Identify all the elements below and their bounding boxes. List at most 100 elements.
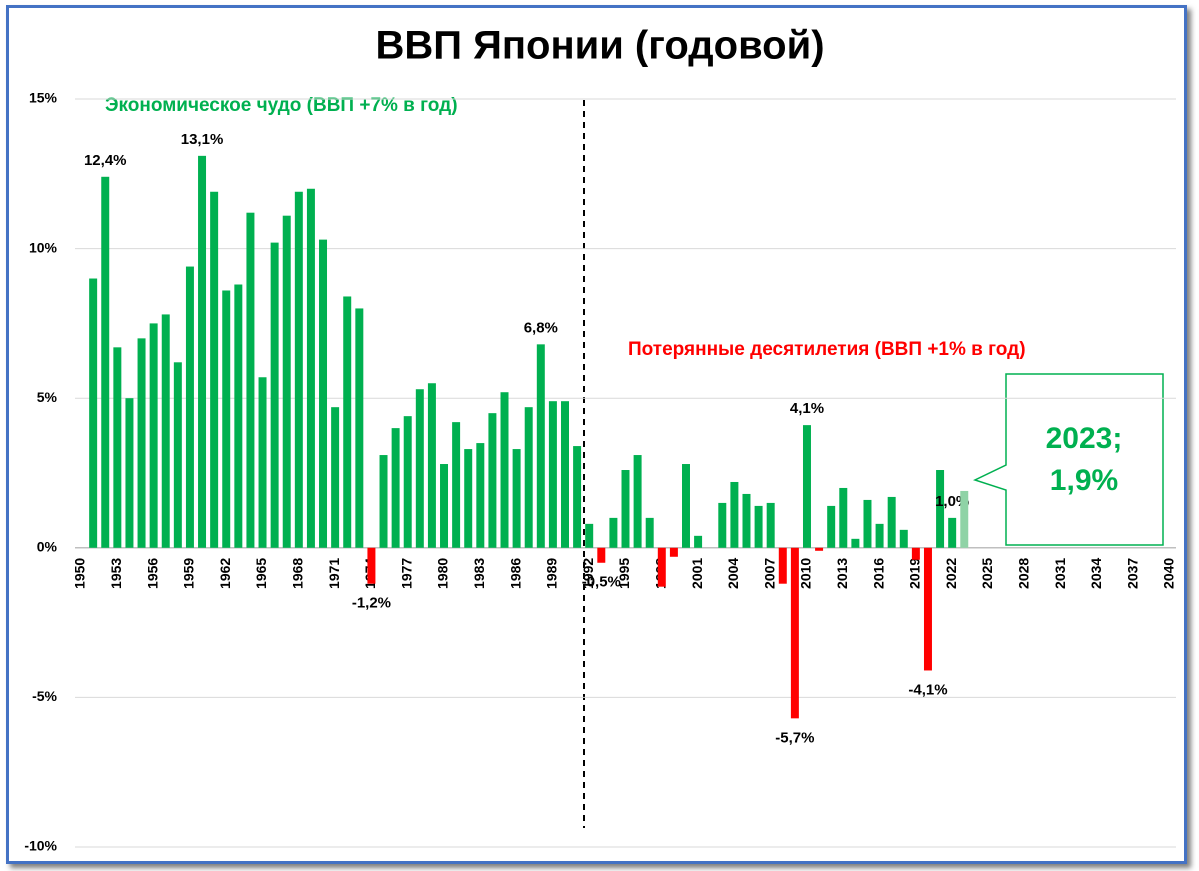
bar (270, 242, 279, 548)
bar (573, 446, 582, 548)
annotation: Потерянные десятилетия (ВВП +1% в год) (628, 339, 1026, 360)
bar (585, 523, 594, 548)
data-label: 4,1% (790, 400, 824, 417)
x-tick-label: 2028 (1015, 558, 1031, 589)
bar (464, 449, 473, 548)
bar (161, 314, 170, 548)
bar (101, 176, 110, 548)
bar (379, 455, 388, 548)
bar (306, 188, 315, 548)
bar (536, 344, 545, 548)
bar (887, 496, 896, 548)
x-tick-label: 2010 (798, 558, 814, 589)
x-tick-label: 2025 (979, 558, 995, 589)
bar (331, 407, 340, 548)
bar (294, 191, 303, 548)
x-tick-label: 2016 (870, 558, 886, 589)
callout-box (972, 373, 1164, 546)
callout-text: 1,9% (1050, 464, 1118, 497)
x-tick-label: 1986 (507, 558, 523, 589)
data-label: -0,5% (582, 574, 621, 591)
bar (839, 487, 848, 548)
bar (669, 547, 678, 557)
bar (222, 290, 231, 548)
data-label: 13,1% (181, 131, 224, 148)
bar (718, 502, 727, 548)
bar (960, 490, 969, 548)
y-tick-label: 15% (29, 90, 58, 106)
bar (246, 212, 255, 548)
bar (657, 547, 666, 587)
bar (790, 547, 799, 719)
data-label: -5,7% (775, 729, 814, 746)
bar (694, 535, 703, 548)
bar (827, 505, 836, 548)
bar (403, 416, 412, 548)
bar (766, 502, 775, 548)
x-tick-label: 1950 (72, 558, 88, 589)
bar (125, 398, 134, 548)
bar (234, 284, 243, 548)
bar (500, 392, 509, 548)
bar (210, 191, 219, 548)
data-label: 6,8% (524, 319, 558, 336)
x-tick-label: 2013 (834, 558, 850, 589)
x-tick-label: 2040 (1161, 558, 1177, 589)
bar (149, 323, 158, 548)
bar (633, 455, 642, 548)
x-tick-label: 1992 (580, 558, 596, 589)
x-tick-label: 1989 (544, 558, 560, 589)
bar (948, 517, 957, 548)
bar (185, 266, 194, 548)
x-tick-label: 1980 (435, 558, 451, 589)
bar (923, 547, 932, 671)
bar (911, 547, 920, 560)
bar (778, 547, 787, 584)
bar (512, 449, 521, 548)
bar (597, 547, 606, 563)
x-tick-label: 1959 (181, 558, 197, 589)
x-tick-label: 1977 (398, 558, 414, 589)
bar (815, 547, 824, 551)
bar (282, 215, 291, 548)
x-tick-label: 1956 (144, 558, 160, 589)
bar (355, 308, 364, 548)
x-tick-label: 1983 (471, 558, 487, 589)
bar (899, 529, 908, 548)
bar (488, 413, 497, 548)
bar (730, 481, 739, 548)
bar (609, 517, 618, 548)
bar (427, 383, 436, 548)
x-tick-label: 2007 (761, 558, 777, 589)
bar (198, 155, 207, 548)
x-tick-label: 2022 (943, 558, 959, 589)
bar (875, 523, 884, 548)
x-tick-label: 2004 (725, 558, 741, 589)
data-label: -1,2% (352, 595, 391, 612)
bar (936, 470, 945, 548)
callout-text: 2023; (1046, 422, 1123, 455)
x-tick-label: 2034 (1088, 558, 1104, 589)
bar (621, 470, 630, 548)
bar (754, 505, 763, 548)
x-tick-label: 2001 (689, 558, 705, 589)
y-tick-label: 5% (37, 389, 58, 405)
y-tick-label: 10% (29, 239, 58, 255)
bar (89, 278, 98, 548)
x-tick-label: 1995 (616, 558, 632, 589)
y-tick-label: -10% (24, 838, 57, 854)
bar (415, 389, 424, 548)
x-tick-label: 1953 (108, 558, 124, 589)
bar (258, 377, 267, 548)
x-tick-label: 1965 (253, 558, 269, 589)
bar (367, 547, 376, 584)
data-label: 12,4% (84, 152, 127, 169)
x-tick-label: 2031 (1052, 558, 1068, 589)
x-tick-label: 2019 (907, 558, 923, 589)
bar (113, 347, 122, 548)
bar (137, 338, 146, 548)
bar (863, 499, 872, 548)
bar (319, 239, 328, 548)
